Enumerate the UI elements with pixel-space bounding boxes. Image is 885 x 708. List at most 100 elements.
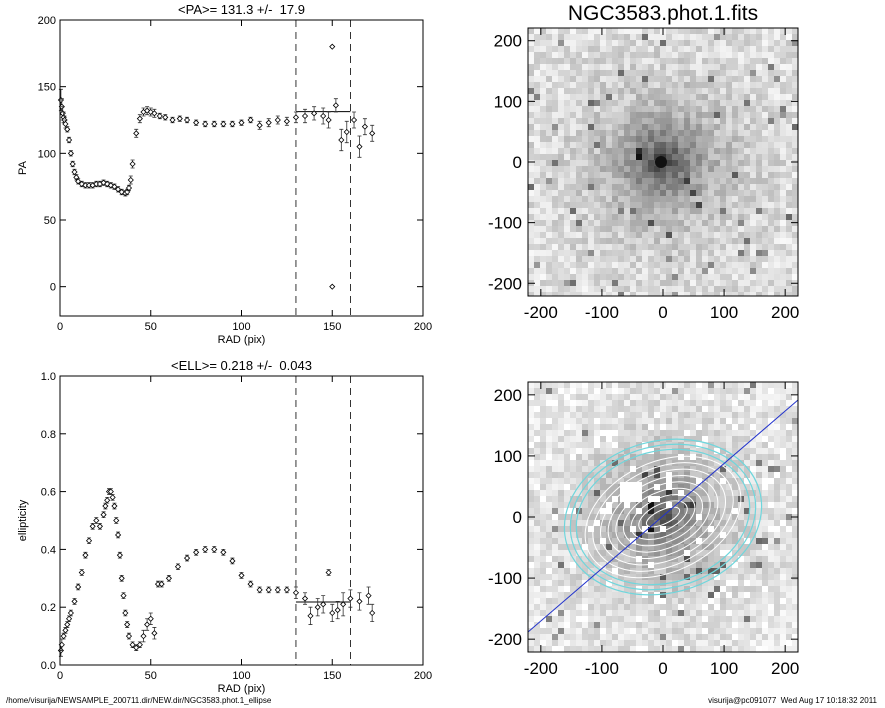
pixel — [576, 454, 582, 460]
pixel — [702, 112, 708, 118]
pixel — [588, 268, 594, 274]
pixel — [774, 190, 780, 196]
pixel — [612, 172, 618, 178]
pixel — [618, 604, 624, 610]
pixel — [768, 628, 774, 634]
pixel — [654, 82, 660, 88]
pixel — [666, 202, 672, 208]
pixel — [600, 286, 606, 292]
pixel — [612, 112, 618, 118]
pixel — [708, 412, 714, 418]
pixel — [786, 418, 792, 424]
pixel — [582, 88, 588, 94]
pixel — [540, 538, 546, 544]
pixel — [612, 82, 618, 88]
pixel — [660, 94, 666, 100]
pixel — [546, 412, 552, 418]
pixel — [786, 406, 792, 412]
point — [59, 110, 66, 117]
pixel — [750, 196, 756, 202]
pixel — [660, 58, 666, 64]
pixel — [684, 100, 690, 106]
pixel — [576, 502, 582, 508]
point — [125, 633, 133, 640]
pixel — [648, 586, 654, 592]
pixel — [756, 484, 762, 490]
pixel — [606, 292, 612, 296]
pixel — [624, 466, 630, 472]
pixel — [732, 406, 738, 412]
pixel — [774, 118, 780, 124]
pixel — [660, 280, 666, 286]
pixel — [630, 178, 636, 184]
pixel — [552, 598, 558, 604]
pixel — [762, 562, 768, 568]
pixel — [540, 190, 546, 196]
pixel — [540, 586, 546, 592]
pixel — [744, 424, 750, 430]
pixel — [696, 112, 702, 118]
pixel — [546, 616, 552, 622]
pixel — [576, 490, 582, 496]
pixel — [786, 382, 792, 388]
pixel — [582, 442, 588, 448]
pixel — [540, 58, 546, 64]
pixel — [768, 46, 774, 52]
pixel — [600, 418, 606, 424]
pixel — [660, 208, 666, 214]
pixel — [774, 580, 780, 586]
pixel — [762, 574, 768, 580]
pixel — [552, 592, 558, 598]
pixel — [708, 76, 714, 82]
pixel — [726, 472, 732, 478]
pixel — [606, 580, 612, 586]
pixel — [636, 454, 642, 460]
pixel — [642, 628, 648, 634]
pixel — [750, 478, 756, 484]
pixel — [600, 388, 606, 394]
x-tick-label: -200 — [524, 659, 558, 678]
pixel — [630, 268, 636, 274]
pixel — [540, 484, 546, 490]
pixel — [684, 430, 690, 436]
pixel — [726, 436, 732, 442]
pixel — [564, 274, 570, 280]
pixel — [546, 556, 552, 562]
pixel — [696, 166, 702, 172]
pixel — [738, 562, 744, 568]
pixel — [768, 490, 774, 496]
pixel — [780, 76, 786, 82]
pixel — [570, 28, 576, 34]
pixel — [654, 526, 660, 532]
pixel — [786, 46, 792, 52]
pixel — [552, 418, 558, 424]
pixel — [534, 472, 540, 478]
pixel — [756, 556, 762, 562]
pixel — [582, 220, 588, 226]
pixel — [792, 148, 798, 154]
pixel — [786, 202, 792, 208]
pixel — [720, 70, 726, 76]
pixel — [774, 70, 780, 76]
pixel — [642, 64, 648, 70]
pixel — [678, 490, 684, 496]
pixel — [582, 556, 588, 562]
pixel — [630, 628, 636, 634]
pixel — [696, 382, 702, 388]
pixel — [606, 226, 612, 232]
pa-line — [528, 399, 798, 633]
pixel — [618, 64, 624, 70]
pixel — [786, 190, 792, 196]
pixel — [618, 442, 624, 448]
pixel — [528, 460, 534, 466]
pixel — [648, 496, 654, 502]
pixel — [546, 592, 552, 598]
pixel — [528, 76, 534, 82]
pixel — [762, 76, 768, 82]
pixel — [624, 568, 630, 574]
pixel — [744, 112, 750, 118]
pixel — [792, 100, 798, 106]
pixel — [636, 64, 642, 70]
pixel — [666, 550, 672, 556]
pixel — [774, 496, 780, 502]
